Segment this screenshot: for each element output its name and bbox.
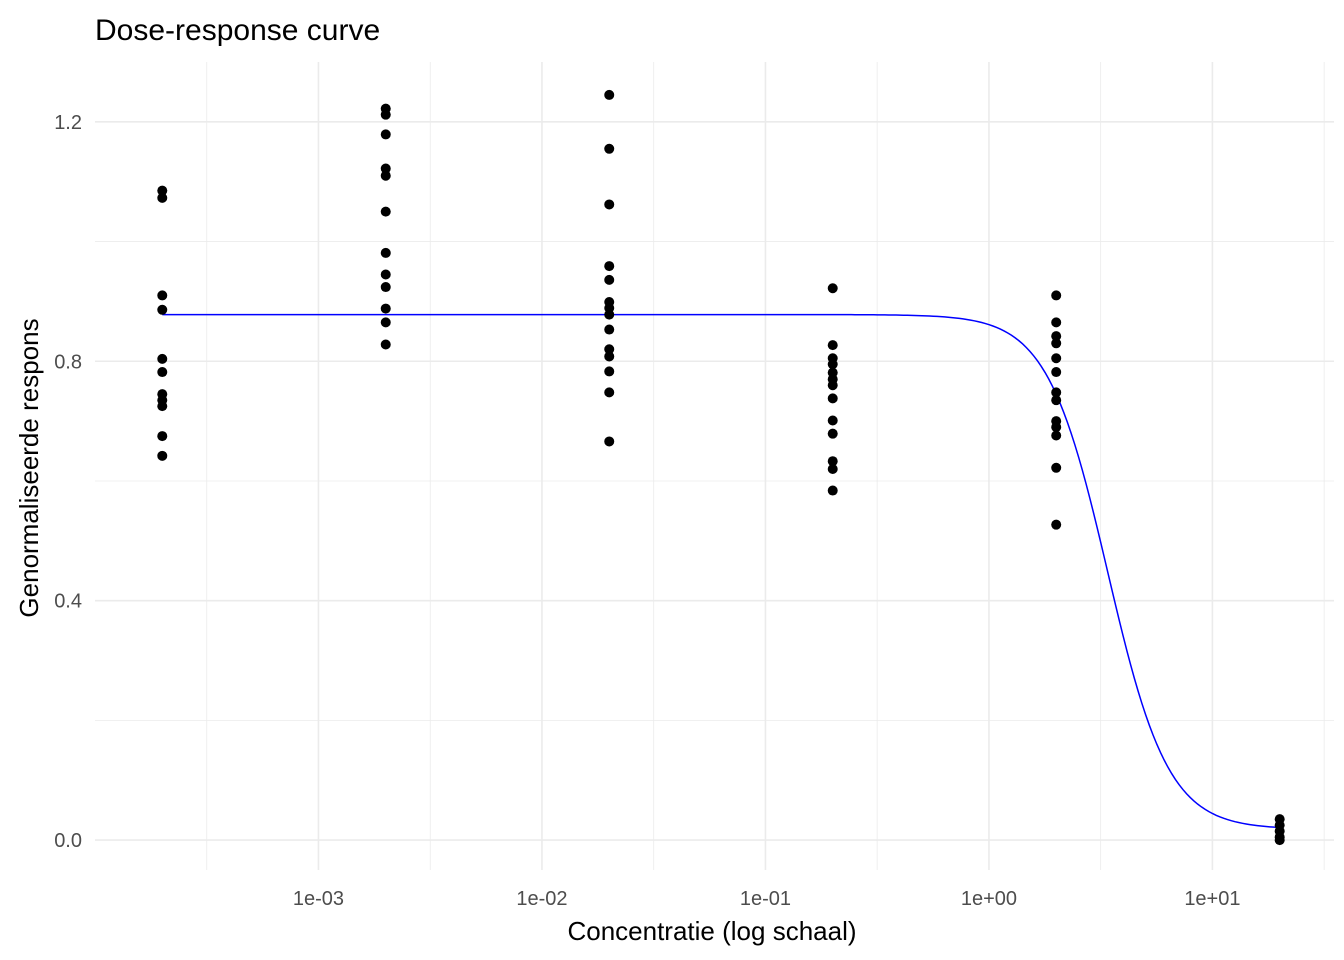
data-point [827, 340, 838, 351]
data-point [827, 380, 838, 391]
data-point [157, 290, 168, 301]
data-point [827, 359, 838, 370]
data-point [604, 351, 615, 362]
data-point [827, 456, 838, 467]
x-axis-ticks: 1e-03 1e-02 1e-01 1e+00 1e+01 [293, 888, 1241, 910]
data-points-layer [157, 89, 1285, 846]
data-point [827, 428, 838, 439]
data-point [1051, 353, 1062, 364]
data-point [380, 109, 391, 120]
fitted-curve-layer [162, 313, 1280, 829]
data-point [157, 450, 168, 461]
data-point [1051, 290, 1062, 301]
data-point [827, 283, 838, 294]
data-point [1051, 387, 1062, 398]
data-point [827, 393, 838, 404]
data-point [827, 485, 838, 496]
data-point [604, 436, 615, 447]
x-tick-label: 1e-02 [516, 888, 567, 910]
plot-grid [95, 62, 1334, 870]
data-point [157, 401, 168, 412]
data-point [1051, 331, 1062, 342]
data-point [1051, 317, 1062, 328]
y-tick-label: 0.0 [54, 830, 82, 852]
data-point [157, 367, 168, 378]
data-point [1051, 338, 1062, 349]
data-point [157, 353, 168, 364]
x-tick-label: 1e-03 [293, 888, 344, 910]
y-tick-label: 0.8 [54, 351, 82, 373]
data-point [827, 415, 838, 426]
x-tick-label: 1e+00 [961, 888, 1017, 910]
data-point [157, 431, 168, 442]
data-point [1051, 395, 1062, 406]
data-point [1051, 430, 1062, 441]
data-point [157, 185, 168, 196]
data-point [604, 366, 615, 377]
data-point [604, 387, 615, 398]
data-point [1051, 519, 1062, 530]
data-point [1051, 422, 1062, 433]
data-point [604, 89, 615, 100]
data-point [157, 304, 168, 315]
data-point [604, 199, 615, 210]
data-point [604, 261, 615, 272]
data-point [380, 247, 391, 258]
y-axis-title: Genormaliseerde respons [14, 318, 44, 617]
data-point [380, 317, 391, 328]
y-tick-label: 0.4 [54, 591, 82, 613]
data-point [1051, 462, 1062, 473]
data-point [380, 206, 391, 217]
chart-title: Dose-response curve [95, 14, 380, 47]
data-point [604, 309, 615, 320]
x-tick-label: 1e-01 [740, 888, 791, 910]
data-point [380, 282, 391, 293]
x-axis-title: Concentratie (log schaal) [567, 916, 856, 946]
data-point [604, 324, 615, 335]
data-point [604, 274, 615, 285]
data-point [157, 192, 168, 203]
data-point [1051, 367, 1062, 378]
fitted-curve [162, 313, 1280, 829]
data-point [604, 143, 615, 154]
data-point [380, 129, 391, 140]
x-tick-label: 1e+01 [1184, 888, 1240, 910]
data-point [380, 339, 391, 350]
y-tick-label: 1.2 [54, 112, 82, 134]
data-point [380, 269, 391, 280]
y-axis-ticks: 0.0 0.4 0.8 1.2 [54, 112, 82, 852]
data-point [380, 163, 391, 174]
data-point [827, 463, 838, 474]
data-point [604, 344, 615, 355]
data-point [380, 170, 391, 181]
data-point [380, 303, 391, 314]
data-point [1274, 835, 1285, 846]
